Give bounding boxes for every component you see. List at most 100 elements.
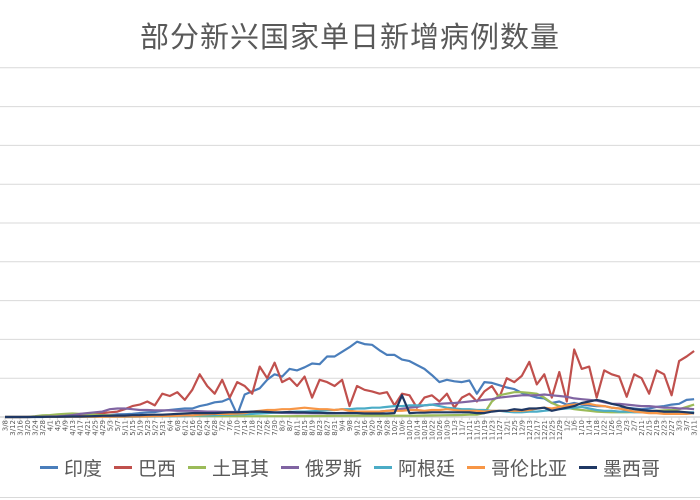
x-tick-label: 3/28 bbox=[39, 420, 47, 436]
x-tick-label: 5/31 bbox=[159, 420, 167, 436]
x-tick-label: 8/19 bbox=[309, 420, 317, 436]
x-tick-label: 12/13 bbox=[526, 420, 534, 440]
legend-line-swatch bbox=[187, 466, 206, 469]
legend-line-swatch bbox=[374, 466, 392, 469]
x-tick-label: 11/15 bbox=[473, 420, 481, 440]
series-line-6 bbox=[5, 394, 695, 419]
x-tick-label: 6/16 bbox=[189, 419, 197, 435]
x-tick-label: 5/19 bbox=[136, 420, 144, 436]
x-tick-label: 10/14 bbox=[413, 419, 421, 440]
legend-line-swatch bbox=[579, 466, 598, 469]
series-lines bbox=[5, 340, 695, 419]
legend-item: 巴西 bbox=[113, 454, 176, 481]
x-tick-label: 8/23 bbox=[316, 420, 324, 436]
x-tick-label: 8/27 bbox=[324, 420, 332, 436]
x-tick-label: 6/12 bbox=[181, 420, 189, 436]
x-tick-label: 5/15 bbox=[129, 420, 137, 436]
x-tick-label: 4/9 bbox=[61, 420, 69, 431]
x-tick-label: 11/11 bbox=[466, 420, 474, 440]
x-tick-label: 4/25 bbox=[91, 420, 99, 436]
x-tick-label: 9/24 bbox=[376, 419, 384, 435]
legend-label: 哥伦比亚 bbox=[491, 458, 568, 480]
x-tick-label: 6/24 bbox=[204, 419, 212, 435]
x-tick-label: 3/8 bbox=[2, 420, 10, 431]
x-tick-label: 10/18 bbox=[421, 420, 429, 440]
x-tick-label: 2/3 bbox=[623, 420, 631, 431]
x-tick-label: 12/1 bbox=[503, 420, 511, 436]
x-tick-label: 11/19 bbox=[481, 420, 489, 440]
legend-label: 印度 bbox=[63, 458, 102, 480]
x-tick-label: 4/13 bbox=[69, 420, 77, 436]
x-tick-label: 10/6 bbox=[398, 419, 406, 435]
x-tick-label: 2/15 bbox=[646, 420, 654, 436]
x-tick-label: 4/21 bbox=[84, 420, 92, 436]
x-tick-label: 7/2 bbox=[219, 420, 227, 431]
x-tick-label: 5/23 bbox=[144, 420, 152, 436]
x-tick-label: 10/2 bbox=[391, 420, 399, 436]
x-tick-label: 12/21 bbox=[541, 420, 549, 440]
legend-line-swatch bbox=[113, 466, 132, 469]
legend-item: 阿根廷 bbox=[374, 454, 455, 481]
x-tick-label: 9/8 bbox=[346, 420, 354, 431]
x-tick-label: 8/11 bbox=[294, 420, 302, 436]
legend-label: 墨西哥 bbox=[603, 458, 661, 480]
x-tick-label: 4/17 bbox=[76, 420, 84, 436]
x-tick-label: 1/22 bbox=[601, 420, 609, 436]
x-tick-label: 8/7 bbox=[286, 420, 294, 431]
legend-item: 土耳其 bbox=[187, 454, 269, 481]
series-line-1 bbox=[5, 348, 695, 419]
x-tick-label: 5/3 bbox=[106, 420, 114, 431]
x-tick-label: 10/10 bbox=[406, 420, 414, 440]
x-tick-label: 7/22 bbox=[256, 420, 264, 436]
legend-item: 墨西哥 bbox=[579, 454, 660, 481]
x-tick-label: 11/23 bbox=[488, 420, 496, 440]
x-tick-label: 7/26 bbox=[264, 419, 272, 435]
gridlines bbox=[0, 67, 700, 418]
x-tick-label: 7/30 bbox=[271, 420, 279, 436]
x-tick-label: 4/1 bbox=[46, 420, 54, 431]
x-tick-label: 9/4 bbox=[339, 419, 347, 431]
x-tick-label: 2/23 bbox=[661, 420, 669, 436]
x-tick-label: 8/3 bbox=[279, 420, 287, 431]
x-tick-label: 9/28 bbox=[383, 420, 391, 436]
x-tick-label: 10/30 bbox=[443, 420, 451, 440]
x-tick-label: 10/22 bbox=[428, 420, 436, 440]
x-tick-label: 5/7 bbox=[114, 420, 122, 431]
x-tick-label: 9/20 bbox=[369, 420, 377, 436]
x-tick-label: 12/17 bbox=[533, 420, 541, 440]
legend-label: 土耳其 bbox=[211, 458, 269, 480]
legend-item: 印度 bbox=[39, 454, 102, 481]
legend-label: 阿根廷 bbox=[398, 458, 456, 480]
x-tick-label: 1/6 bbox=[571, 419, 579, 431]
legend-line-swatch bbox=[467, 466, 486, 469]
x-tick-label: 6/20 bbox=[196, 420, 204, 436]
x-tick-label: 7/6 bbox=[226, 419, 234, 431]
x-tick-label: 2/27 bbox=[668, 420, 676, 436]
x-tick-label: 1/14 bbox=[586, 419, 594, 435]
x-tick-label: 3/20 bbox=[24, 420, 32, 436]
legend: 印度 巴西 土耳其 俄罗斯 阿根廷 哥伦比亚 墨西哥 bbox=[0, 454, 700, 481]
x-tick-label: 5/27 bbox=[151, 420, 159, 436]
x-tick-label: 7/14 bbox=[241, 419, 249, 435]
x-tick-label: 9/12 bbox=[354, 420, 362, 436]
x-tick-label: 7/10 bbox=[234, 420, 242, 436]
x-tick-label: 1/18 bbox=[593, 420, 601, 436]
x-tick-label: 9/16 bbox=[361, 419, 369, 435]
x-tick-label: 5/11 bbox=[121, 420, 129, 436]
x-tick-label: 1/26 bbox=[608, 419, 616, 435]
x-tick-label: 2/11 bbox=[638, 420, 646, 436]
chart-title: 部分新兴国家单日新增病例数量 bbox=[139, 20, 560, 54]
x-tick-label: 4/29 bbox=[99, 420, 107, 436]
x-tick-label: 8/15 bbox=[301, 420, 309, 436]
x-tick-label: 11/3 bbox=[451, 420, 459, 436]
x-tick-label: 8/31 bbox=[331, 420, 339, 436]
x-tick-label: 3/12 bbox=[9, 420, 17, 436]
x-tick-label: 4/5 bbox=[54, 420, 62, 431]
legend-item: 俄罗斯 bbox=[280, 454, 362, 481]
legend-line-swatch bbox=[280, 466, 299, 469]
x-tick-label: 1/10 bbox=[578, 420, 586, 436]
x-tick-label: 3/3 bbox=[676, 420, 684, 431]
x-tick-label: 3/16 bbox=[16, 419, 24, 435]
x-tick-label: 3/11 bbox=[691, 420, 699, 436]
legend-item: 哥伦比亚 bbox=[467, 454, 567, 481]
